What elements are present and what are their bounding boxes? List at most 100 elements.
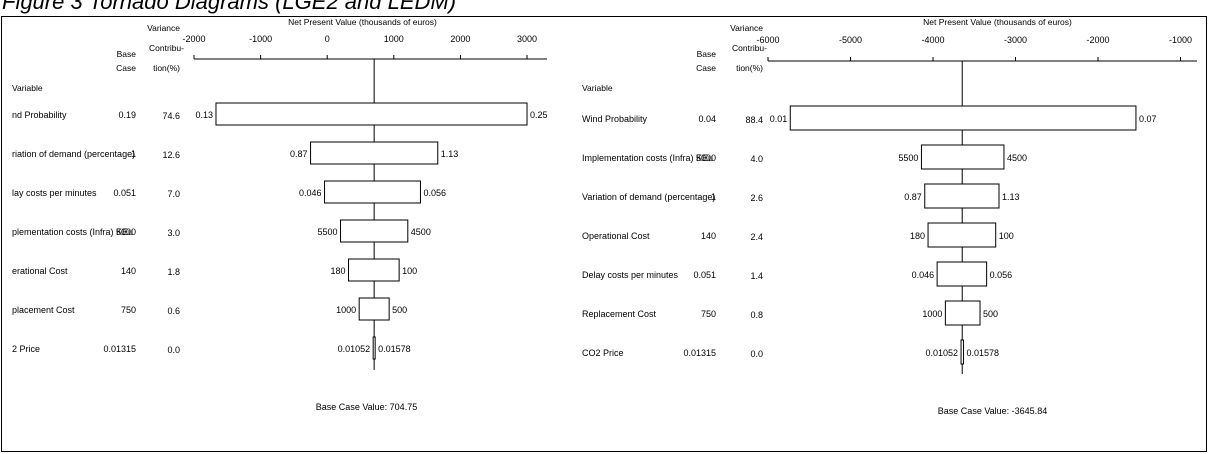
bar-low-label: 0.01052 <box>338 344 371 354</box>
x-tick-label: -1000 <box>249 34 272 44</box>
tornado-bar <box>789 105 1137 131</box>
row-variable-name: nd Probability <box>12 110 67 120</box>
row-variance-contribution: 2.6 <box>750 193 763 203</box>
figure-title: Figure 3 Tornado Diagrams (LGE2 and LEDM… <box>2 0 457 14</box>
column-header-variance-line3: tion(%) <box>153 63 180 73</box>
x-tick-label: 3000 <box>517 34 537 44</box>
tornado-bar <box>324 180 421 204</box>
bar-high-label: 0.056 <box>990 270 1013 280</box>
column-header-base-line1: Base <box>117 49 137 59</box>
bar-low-label: 180 <box>910 231 925 241</box>
column-header-base-line2: Case <box>116 63 136 73</box>
row-variance-contribution: 4.0 <box>750 154 763 164</box>
row-variance-contribution: 0.0 <box>750 349 763 359</box>
row-variable-name: plementation costs (Infra) KEu <box>12 227 133 237</box>
row-variable-name: Wind Probability <box>582 114 648 124</box>
bar-low-label: 0.046 <box>299 188 322 198</box>
bar-high-label: 1.13 <box>441 149 459 159</box>
bar-high-label: 1.13 <box>1002 192 1020 202</box>
tornado-bar <box>920 144 1005 170</box>
row-variance-contribution: 0.6 <box>167 306 180 316</box>
row-base-case: 1 <box>131 149 136 159</box>
row-variance-contribution: 1.8 <box>167 267 180 277</box>
row-variance-contribution: 3.0 <box>167 228 180 238</box>
base-case-value-label: Base Case Value: -3645.84 <box>938 406 1047 416</box>
row-base-case: 0.051 <box>113 188 136 198</box>
x-tick-label: 0 <box>325 34 330 44</box>
tornado-bar <box>936 261 988 287</box>
row-base-case: 0.04 <box>698 114 716 124</box>
bar-low-label: 1000 <box>922 309 942 319</box>
row-variance-contribution: 0.8 <box>750 310 763 320</box>
base-case-value-label: Base Case Value: 704.75 <box>316 402 417 412</box>
bar-low-label: 0.046 <box>912 270 935 280</box>
row-base-case: 1 <box>711 192 716 202</box>
bar-high-label: 4500 <box>1007 153 1027 163</box>
tornado-bar <box>960 339 965 365</box>
row-base-case: 0.01315 <box>103 344 136 354</box>
bar-high-label: 0.056 <box>423 188 446 198</box>
bar-high-label: 0.25 <box>530 110 548 120</box>
bar-low-label: 5500 <box>317 227 337 237</box>
row-variance-contribution: 88.4 <box>745 115 763 125</box>
row-variable-name: Operational Cost <box>582 231 650 241</box>
column-header-variance-line1: Variance <box>147 23 180 33</box>
column-header-variance-line3: tion(%) <box>736 63 763 73</box>
x-axis-title: Net Present Value (thousands of euros) <box>288 17 437 27</box>
row-base-case: 0.01315 <box>683 348 716 358</box>
tornado-panel-right: Variable Base Case Variance Contribu-tion(%)… <box>572 17 1207 451</box>
tornado-bar <box>348 258 400 282</box>
bar-low-label: 5500 <box>898 153 918 163</box>
column-header-variable: Variable <box>582 83 613 93</box>
row-variance-contribution: 7.0 <box>167 189 180 199</box>
x-tick-label: -6000 <box>756 35 779 45</box>
column-header-variance-line2: Contribu- <box>149 43 184 53</box>
bar-high-label: 0.01578 <box>378 344 411 354</box>
row-variable-name: riation of demand (percentage) <box>12 149 135 159</box>
bar-low-label: 0.13 <box>195 110 213 120</box>
tornado-bar <box>944 300 981 326</box>
tornado-bar <box>215 102 528 126</box>
tornado-panel-left: Variable Base Case Variance Contribu-tion(%)… <box>2 17 572 451</box>
tornado-bar <box>372 336 376 360</box>
tornado-bar <box>310 141 439 165</box>
row-variable-name: 2 Price <box>12 344 40 354</box>
x-tick-label: -2000 <box>182 34 205 44</box>
bar-high-label: 0.01578 <box>967 348 1000 358</box>
row-base-case: 5000 <box>696 153 716 163</box>
row-base-case: 750 <box>701 309 716 319</box>
x-tick-label: 2000 <box>450 34 470 44</box>
tornado-bar <box>340 219 409 243</box>
x-tick-label: 1000 <box>384 34 404 44</box>
row-variable-name: erational Cost <box>12 266 68 276</box>
row-variance-contribution: 74.6 <box>162 111 180 121</box>
bar-high-label: 0.07 <box>1139 114 1157 124</box>
row-variable-name: lay costs per minutes <box>12 188 97 198</box>
figure-frame: Variable Base Case Variance Contribu-tion(%)… <box>1 16 1207 452</box>
row-base-case: 0.19 <box>118 110 136 120</box>
row-base-case: 0.051 <box>693 270 716 280</box>
tornado-chart-left: Variable Base Case Variance Contribu-tion(%)… <box>12 17 548 412</box>
bar-high-label: 500 <box>983 309 998 319</box>
bar-low-label: 0.01 <box>770 114 788 124</box>
tornado-bar <box>358 297 390 321</box>
row-variable-name: Implementation costs (Infra) KEu <box>582 153 713 163</box>
row-variance-contribution: 0.0 <box>167 345 180 355</box>
bar-high-label: 100 <box>402 266 417 276</box>
x-axis-title: Net Present Value (thousands of euros) <box>923 17 1072 27</box>
row-variable-name: Replacement Cost <box>582 309 657 319</box>
x-tick-label: -1000 <box>1169 35 1192 45</box>
row-variable-name: Delay costs per minutes <box>582 270 679 280</box>
bar-low-label: 180 <box>330 266 345 276</box>
column-header-variance-line2: Contribu- <box>732 43 767 53</box>
row-variance-contribution: 2.4 <box>750 232 763 242</box>
column-header-variable: Variable <box>12 83 43 93</box>
tornado-bar <box>924 183 1000 209</box>
bar-low-label: 0.87 <box>290 149 308 159</box>
row-variable-name: placement Cost <box>12 305 75 315</box>
tornado-bar <box>927 222 997 248</box>
row-variable-name: Variation of demand (percentage) <box>582 192 715 202</box>
row-variance-contribution: 1.4 <box>750 271 763 281</box>
bar-high-label: 4500 <box>411 227 431 237</box>
x-tick-label: -4000 <box>921 35 944 45</box>
